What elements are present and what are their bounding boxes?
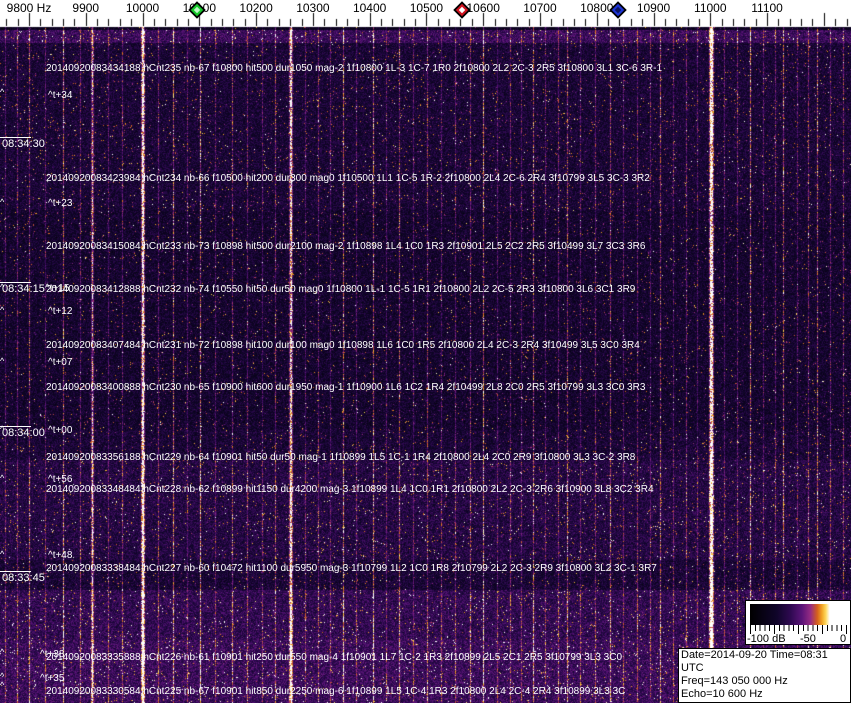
status-info-box: Date=2014-09-20 Time=08:31 UTC Freq=143 … xyxy=(678,648,851,703)
colormap-gradient-bar xyxy=(750,604,846,625)
legend-min-label: -100 dB xyxy=(747,633,786,645)
red-diamond-marker-icon xyxy=(453,1,471,19)
green-diamond-marker-icon xyxy=(188,1,206,19)
blue-diamond-marker[interactable] xyxy=(609,1,627,24)
red-diamond-marker[interactable] xyxy=(453,1,471,24)
green-diamond-marker[interactable] xyxy=(188,1,206,24)
info-date-time: Date=2014-09-20 Time=08:31 UTC xyxy=(681,649,828,674)
info-station-code: HPHK xyxy=(681,701,848,703)
legend-max-label: 0 xyxy=(840,633,847,645)
info-frequency: Freq=143 050 000 Hz xyxy=(681,675,788,687)
colormap-ruler-ticks xyxy=(750,625,847,634)
blue-diamond-marker-icon xyxy=(609,1,627,19)
color-scale-legend: -100 dB -50 0 xyxy=(745,600,851,645)
legend-mid-label: -50 xyxy=(800,633,816,645)
info-echo-frequency: Echo=10 600 Hz xyxy=(681,688,763,700)
